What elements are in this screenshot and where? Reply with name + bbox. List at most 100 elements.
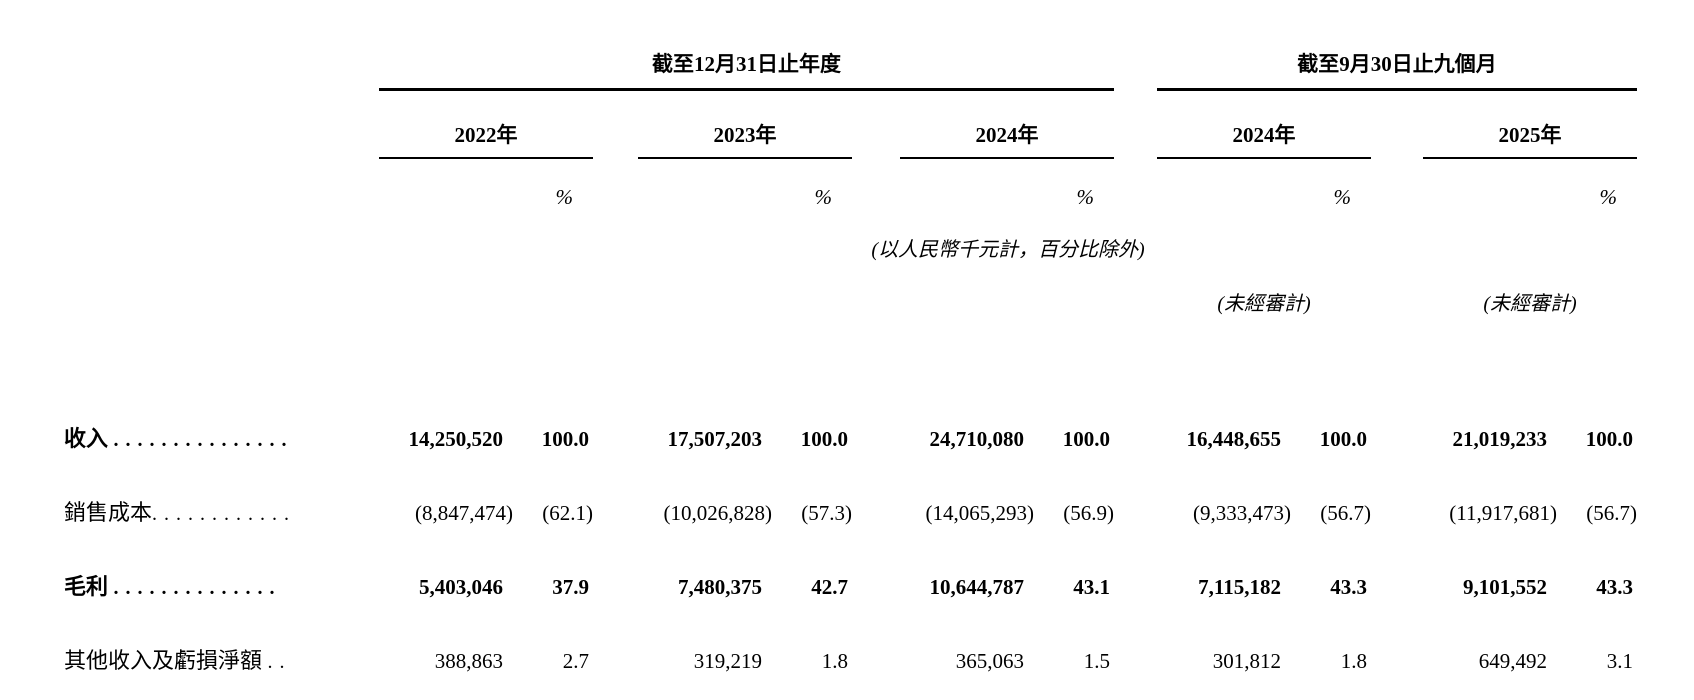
year-header-2024-9m: 2024年 — [1157, 89, 1371, 159]
header-body-gap — [64, 321, 1637, 391]
cell-percent: 100.0 — [541, 426, 589, 451]
table-row-cost-of-sales: 銷售成本............ (8,847,474) (62.1) (10,… — [64, 465, 1637, 539]
row-label-text: 其他收入及虧損淨額 — [64, 647, 263, 673]
cell-value: (1,080,463) — [379, 687, 527, 700]
table-row-gross-profit: 毛利 .............. 5,403,046 37.9 7,480,3… — [64, 539, 1637, 613]
cell-percent: (57.3) — [801, 500, 852, 525]
cell-percent: (8.5) — [1305, 687, 1371, 700]
cell-value: (14,065,293) — [925, 500, 1035, 525]
year-header-2024: 2024年 — [900, 89, 1114, 159]
cell-value: 5,403,046 — [419, 574, 503, 599]
row-label-text: 收入 — [64, 425, 109, 451]
cell-percent: (56.7) — [1586, 500, 1638, 525]
spacer-cell — [593, 90, 638, 159]
cell-value: 17,507,203 — [667, 426, 763, 451]
row-label-text: 毛利 — [64, 573, 109, 599]
unaudited-row: (未經審計) (未經審計) — [64, 265, 1637, 321]
cell-value: 7,480,375 — [678, 574, 762, 599]
row-label: 毛利 .............. — [64, 539, 379, 613]
spacer-cell — [64, 215, 379, 265]
spacer-cell — [852, 90, 900, 159]
year-header-2023: 2023年 — [638, 89, 852, 159]
cell-percent: 1.8 — [1340, 648, 1367, 673]
cell-percent: (7.6) — [527, 687, 593, 700]
row-label: 其他收入及虧損淨額 .. — [64, 613, 379, 687]
cell-value: 16,448,655 — [1186, 426, 1282, 451]
cell-percent: 1.5 — [1083, 648, 1110, 673]
cell-value: 24,710,080 — [929, 426, 1025, 451]
cell-value: 365,063 — [955, 648, 1024, 673]
cell-value: 7,115,182 — [1198, 574, 1281, 599]
spacer-cell — [1423, 158, 1571, 215]
cell-value: (9,333,473) — [1193, 500, 1291, 525]
spacer-cell — [1371, 90, 1423, 159]
period-group-header-row: 截至12月31日止年度 截至9月30日止九個月 — [64, 14, 1638, 91]
dot-leader: ............... — [113, 428, 294, 451]
spacer-cell — [1371, 265, 1423, 321]
spacer-cell — [64, 158, 379, 215]
cell-percent: 100.0 — [800, 426, 848, 451]
cell-value: 9,101,552 — [1463, 574, 1547, 599]
cell-percent: (56.9) — [1063, 500, 1114, 525]
percent-header-2024-9m: % — [1333, 184, 1352, 209]
cell-percent: 2.7 — [562, 648, 589, 673]
row-label: 研發開支............. — [64, 687, 379, 700]
cell-percent: (9.3) — [1571, 687, 1637, 700]
percent-header-2025-9m: % — [1599, 184, 1618, 209]
spacer-cell — [379, 158, 527, 215]
year-header-row: 2022年 2023年 2024年 2024年 2025年 — [64, 89, 1638, 159]
spacer-cell — [900, 158, 1048, 215]
cell-value: 21,019,233 — [1452, 426, 1548, 451]
cell-percent: 3.1 — [1606, 648, 1634, 673]
cell-percent: 42.7 — [811, 574, 848, 599]
financial-summary-table: 截至12月31日止年度 截至9月30日止九個月 2022年 2023年 2024… — [64, 14, 1638, 700]
cell-value: 301,812 — [1212, 648, 1281, 673]
cell-value: (10,026,828) — [663, 500, 773, 525]
spacer-cell — [1371, 158, 1423, 215]
cell-value: (1,402,207) — [1157, 687, 1305, 700]
dot-leader: .............. — [113, 576, 282, 599]
cell-percent: (8.5) — [1048, 687, 1114, 700]
units-note-row: (以人民幣千元計，百分比除外) — [64, 215, 1637, 265]
year-header-2022: 2022年 — [379, 89, 593, 159]
dot-leader: .. — [267, 650, 292, 673]
cell-value: (11,917,681) — [1449, 500, 1557, 525]
table-row-rd-expenses: 研發開支............. (1,080,463) (7.6) (1,4… — [64, 687, 1637, 700]
cell-percent: 100.0 — [1319, 426, 1367, 451]
spacer-cell — [852, 158, 900, 215]
spacer-cell — [1157, 158, 1305, 215]
units-note: (以人民幣千元計，百分比除外) — [871, 239, 1145, 261]
percent-header-2022: % — [555, 184, 574, 209]
spacer-cell — [1114, 158, 1157, 215]
cell-value: (1,413,867) — [638, 687, 786, 700]
cell-value: 388,863 — [434, 648, 503, 673]
cell-value: 14,250,520 — [408, 426, 504, 451]
spacer-cell — [64, 90, 379, 159]
cell-percent: 43.3 — [1596, 574, 1634, 599]
cell-percent: 100.0 — [1585, 426, 1634, 451]
spacer-cell — [638, 158, 786, 215]
spacer-cell — [593, 158, 638, 215]
row-label: 收入 ............... — [64, 391, 379, 465]
table-row-other-income: 其他收入及虧損淨額 .. 388,863 2.7 319,219 1.8 365… — [64, 613, 1637, 687]
cell-value: (1,945,842) — [1423, 687, 1571, 700]
group-header-year-ended: 截至12月31日止年度 — [379, 14, 1114, 91]
cell-value: 319,219 — [693, 648, 762, 673]
cell-value: 649,492 — [1478, 648, 1547, 673]
dot-leader: ............ — [152, 502, 297, 525]
row-label-text: 銷售成本 — [64, 499, 153, 525]
cell-percent: 100.0 — [1062, 426, 1110, 451]
cell-percent: 43.3 — [1330, 574, 1367, 599]
cell-percent: (56.7) — [1320, 500, 1371, 525]
cell-percent: (62.1) — [542, 500, 593, 525]
group-header-nine-months: 截至9月30日止九個月 — [1157, 14, 1638, 91]
cell-percent: (8.1) — [786, 687, 852, 700]
spacer-cell — [64, 14, 379, 90]
percent-header-2023: % — [814, 184, 833, 209]
unaudited-label-2025-9m: (未經審計) — [1483, 293, 1577, 315]
cell-percent: 1.8 — [821, 648, 848, 673]
year-header-2025-9m: 2025年 — [1423, 89, 1638, 159]
cell-value: 10,644,787 — [929, 574, 1025, 599]
unaudited-label-2024-9m: (未經審計) — [1217, 293, 1311, 315]
